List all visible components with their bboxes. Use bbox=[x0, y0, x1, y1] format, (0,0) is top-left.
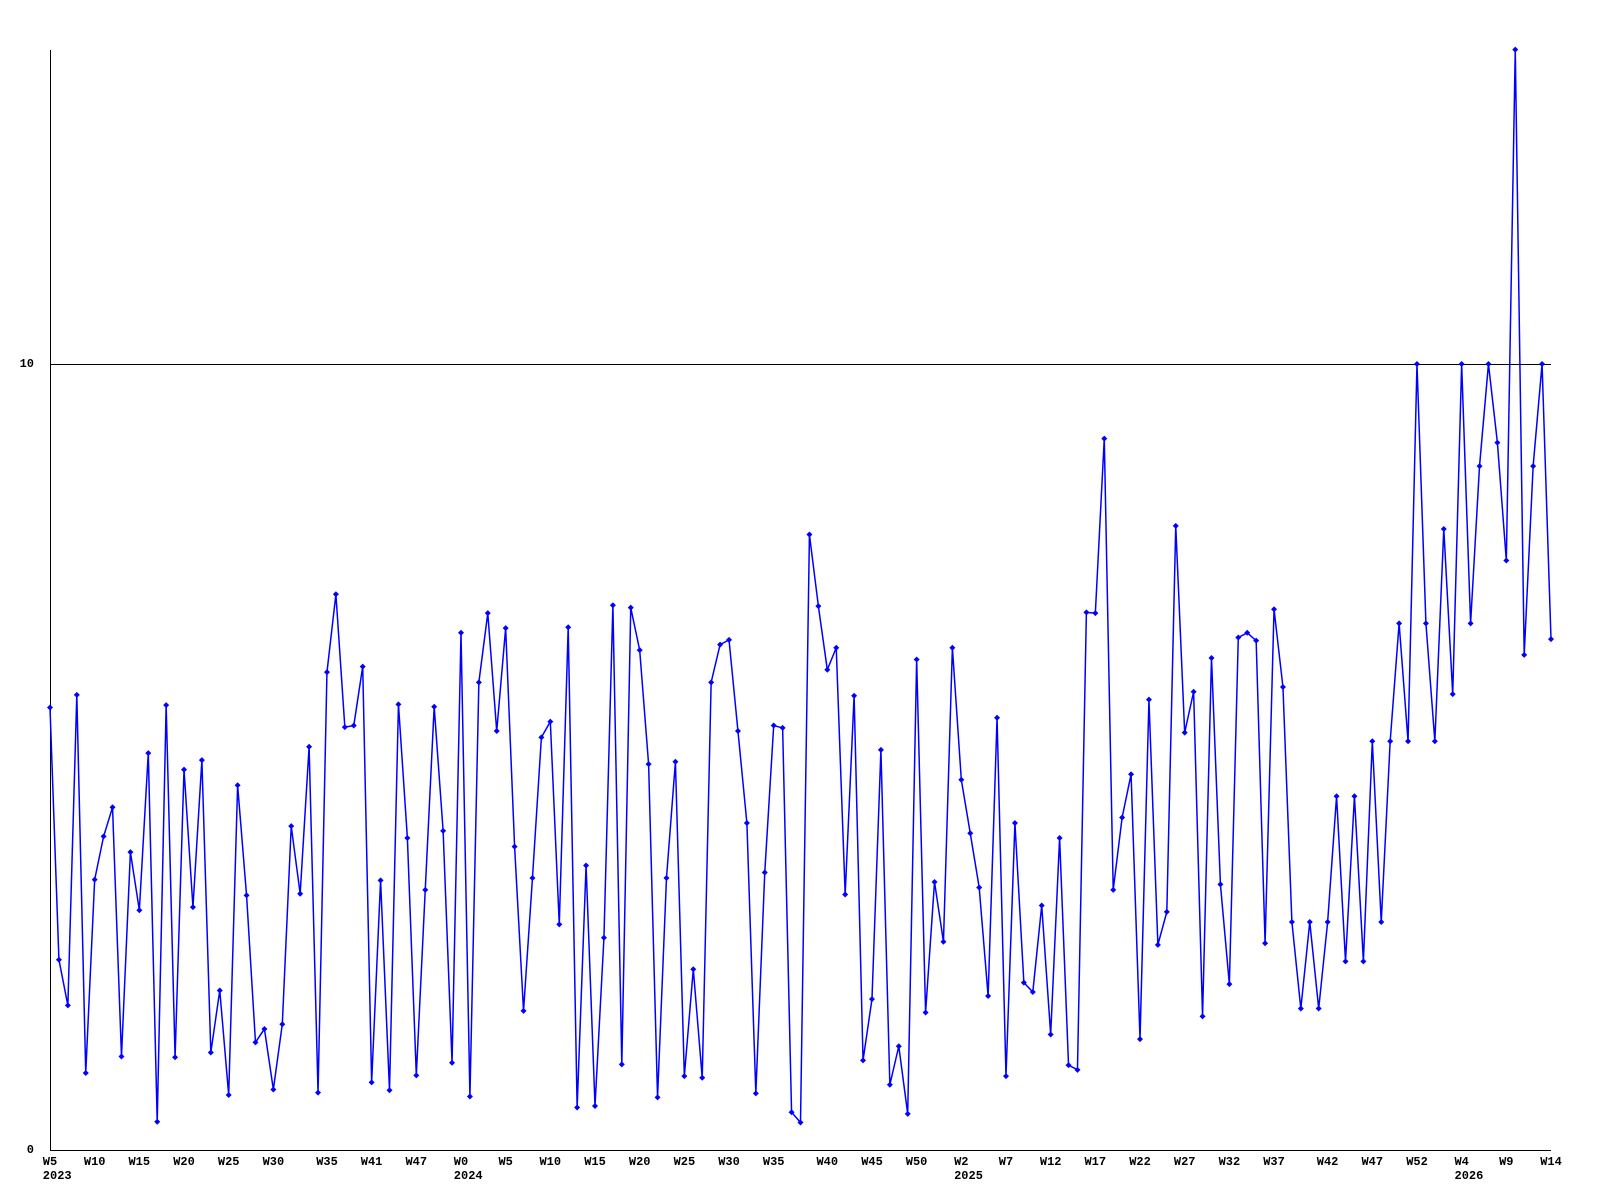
svg-text:W47: W47 bbox=[405, 1155, 427, 1169]
svg-text:W9: W9 bbox=[1499, 1155, 1513, 1169]
svg-text:W41: W41 bbox=[361, 1155, 383, 1169]
svg-text:W50: W50 bbox=[906, 1155, 928, 1169]
svg-text:W52: W52 bbox=[1406, 1155, 1428, 1169]
svg-text:W5: W5 bbox=[43, 1155, 57, 1169]
svg-text:W30: W30 bbox=[263, 1155, 285, 1169]
svg-text:W32: W32 bbox=[1219, 1155, 1241, 1169]
svg-text:W7: W7 bbox=[999, 1155, 1013, 1169]
svg-text:10: 10 bbox=[20, 357, 34, 371]
svg-text:W5: W5 bbox=[498, 1155, 512, 1169]
svg-text:W0: W0 bbox=[454, 1155, 468, 1169]
svg-text:W2: W2 bbox=[954, 1155, 968, 1169]
svg-text:2023: 2023 bbox=[43, 1169, 72, 1183]
svg-text:W17: W17 bbox=[1084, 1155, 1106, 1169]
svg-text:W20: W20 bbox=[173, 1155, 195, 1169]
svg-text:W40: W40 bbox=[816, 1155, 838, 1169]
svg-text:W15: W15 bbox=[128, 1155, 150, 1169]
svg-text:W35: W35 bbox=[763, 1155, 785, 1169]
svg-text:W45: W45 bbox=[861, 1155, 883, 1169]
svg-text:W10: W10 bbox=[539, 1155, 561, 1169]
svg-text:0: 0 bbox=[27, 1143, 34, 1157]
svg-text:W12: W12 bbox=[1040, 1155, 1062, 1169]
svg-text:W10: W10 bbox=[84, 1155, 106, 1169]
svg-text:W15: W15 bbox=[584, 1155, 606, 1169]
svg-text:W25: W25 bbox=[674, 1155, 696, 1169]
svg-text:W4: W4 bbox=[1454, 1155, 1468, 1169]
svg-text:W14: W14 bbox=[1540, 1155, 1562, 1169]
svg-text:W22: W22 bbox=[1129, 1155, 1151, 1169]
svg-text:W27: W27 bbox=[1174, 1155, 1196, 1169]
svg-text:W30: W30 bbox=[718, 1155, 740, 1169]
svg-text:2025: 2025 bbox=[954, 1169, 983, 1183]
svg-text:W35: W35 bbox=[316, 1155, 338, 1169]
svg-text:W42: W42 bbox=[1317, 1155, 1339, 1169]
svg-text:W37: W37 bbox=[1263, 1155, 1285, 1169]
svg-text:W25: W25 bbox=[218, 1155, 240, 1169]
svg-text:W20: W20 bbox=[629, 1155, 651, 1169]
svg-text:W47: W47 bbox=[1361, 1155, 1383, 1169]
svg-text:2026: 2026 bbox=[1455, 1169, 1484, 1183]
svg-text:2024: 2024 bbox=[454, 1169, 483, 1183]
